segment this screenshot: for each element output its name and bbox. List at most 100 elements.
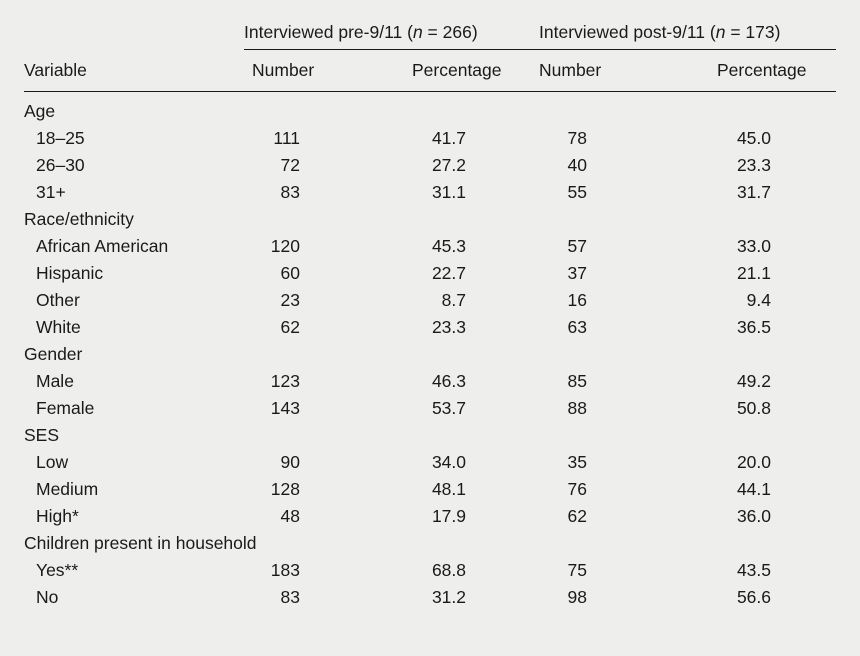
cell-number-1: 90 [244, 449, 374, 476]
row-label: Yes** [24, 557, 244, 584]
row-label: 18–25 [24, 125, 244, 152]
cell-percentage-1: 45.3 [374, 233, 539, 260]
section-title: SES [24, 422, 836, 449]
cell-number-1: 23 [244, 287, 374, 314]
cell-number-1: 83 [244, 584, 374, 611]
group1-eq: = 266) [423, 22, 478, 42]
cell-percentage-1: 41.7 [374, 125, 539, 152]
cell-percentage-1: 8.7 [374, 287, 539, 314]
cell-number-1: 120 [244, 233, 374, 260]
col-variable: Variable [24, 50, 244, 91]
cell-number-1: 111 [244, 125, 374, 152]
cell-number-2: 76 [539, 476, 669, 503]
section-row: SES [24, 422, 836, 449]
table-row: Medium12848.17644.1 [24, 476, 836, 503]
section-row: Gender [24, 341, 836, 368]
row-label: High* [24, 503, 244, 530]
row-label: Medium [24, 476, 244, 503]
cell-number-2: 16 [539, 287, 669, 314]
cell-percentage-1: 23.3 [374, 314, 539, 341]
row-label: White [24, 314, 244, 341]
cell-percentage-1: 31.1 [374, 179, 539, 206]
section-title: Age [24, 98, 836, 125]
cell-number-2: 75 [539, 557, 669, 584]
cell-percentage-2: 23.3 [669, 152, 836, 179]
group2-n: n [716, 22, 726, 42]
group1-prefix: Interviewed pre-9/11 ( [244, 22, 413, 42]
cell-number-2: 55 [539, 179, 669, 206]
cell-percentage-2: 45.0 [669, 125, 836, 152]
section-row: Race/ethnicity [24, 206, 836, 233]
section-row: Children present in household [24, 530, 836, 557]
cell-number-1: 143 [244, 395, 374, 422]
cell-percentage-2: 20.0 [669, 449, 836, 476]
col-percentage-2: Percentage [669, 50, 836, 91]
row-label: Low [24, 449, 244, 476]
table-row: Other238.7169.4 [24, 287, 836, 314]
cell-percentage-1: 46.3 [374, 368, 539, 395]
section-row: Age [24, 98, 836, 125]
table-row: Female14353.78850.8 [24, 395, 836, 422]
cell-number-1: 72 [244, 152, 374, 179]
table-row: Male12346.38549.2 [24, 368, 836, 395]
group2-prefix: Interviewed post-9/11 ( [539, 22, 716, 42]
cell-percentage-2: 33.0 [669, 233, 836, 260]
row-label: 26–30 [24, 152, 244, 179]
cell-percentage-2: 43.5 [669, 557, 836, 584]
row-label: 31+ [24, 179, 244, 206]
cell-percentage-1: 31.2 [374, 584, 539, 611]
cell-number-2: 98 [539, 584, 669, 611]
cell-percentage-2: 21.1 [669, 260, 836, 287]
cell-number-2: 40 [539, 152, 669, 179]
cell-percentage-2: 9.4 [669, 287, 836, 314]
cell-percentage-2: 44.1 [669, 476, 836, 503]
cell-percentage-2: 36.0 [669, 503, 836, 530]
row-label: Other [24, 287, 244, 314]
table-row: White6223.36336.5 [24, 314, 836, 341]
group2-eq: = 173) [725, 22, 780, 42]
col-percentage-1: Percentage [374, 50, 539, 91]
cell-percentage-1: 22.7 [374, 260, 539, 287]
table-row: Hispanic6022.73721.1 [24, 260, 836, 287]
group-header-post: Interviewed post-9/11 (n = 173) [539, 10, 836, 49]
table-row: 18–2511141.77845.0 [24, 125, 836, 152]
cell-number-2: 35 [539, 449, 669, 476]
cell-number-1: 183 [244, 557, 374, 584]
cell-number-2: 78 [539, 125, 669, 152]
group-header-pre: Interviewed pre-9/11 (n = 266) [244, 10, 539, 49]
row-label: Hispanic [24, 260, 244, 287]
cell-number-2: 63 [539, 314, 669, 341]
column-header-row: Variable Number Percentage Number Percen… [24, 50, 836, 91]
cell-percentage-2: 31.7 [669, 179, 836, 206]
cell-number-2: 62 [539, 503, 669, 530]
cell-percentage-2: 56.6 [669, 584, 836, 611]
cell-number-2: 88 [539, 395, 669, 422]
table-row: 26–307227.24023.3 [24, 152, 836, 179]
cell-percentage-1: 53.7 [374, 395, 539, 422]
row-label: African American [24, 233, 244, 260]
cell-number-1: 83 [244, 179, 374, 206]
cell-number-1: 128 [244, 476, 374, 503]
table-row: African American12045.35733.0 [24, 233, 836, 260]
cell-number-2: 37 [539, 260, 669, 287]
section-title: Race/ethnicity [24, 206, 836, 233]
cell-percentage-1: 27.2 [374, 152, 539, 179]
cell-percentage-2: 36.5 [669, 314, 836, 341]
data-table: Interviewed pre-9/11 (n = 266) Interview… [24, 10, 836, 611]
group-header-row: Interviewed pre-9/11 (n = 266) Interview… [24, 10, 836, 49]
cell-percentage-1: 17.9 [374, 503, 539, 530]
cell-percentage-2: 50.8 [669, 395, 836, 422]
col-number-1: Number [244, 50, 374, 91]
group1-n: n [413, 22, 423, 42]
cell-number-1: 62 [244, 314, 374, 341]
cell-number-2: 85 [539, 368, 669, 395]
col-number-2: Number [539, 50, 669, 91]
cell-percentage-1: 34.0 [374, 449, 539, 476]
section-title: Gender [24, 341, 836, 368]
table-row: High*4817.96236.0 [24, 503, 836, 530]
cell-percentage-1: 48.1 [374, 476, 539, 503]
row-label: Male [24, 368, 244, 395]
cell-number-1: 48 [244, 503, 374, 530]
row-label: Female [24, 395, 244, 422]
cell-number-2: 57 [539, 233, 669, 260]
